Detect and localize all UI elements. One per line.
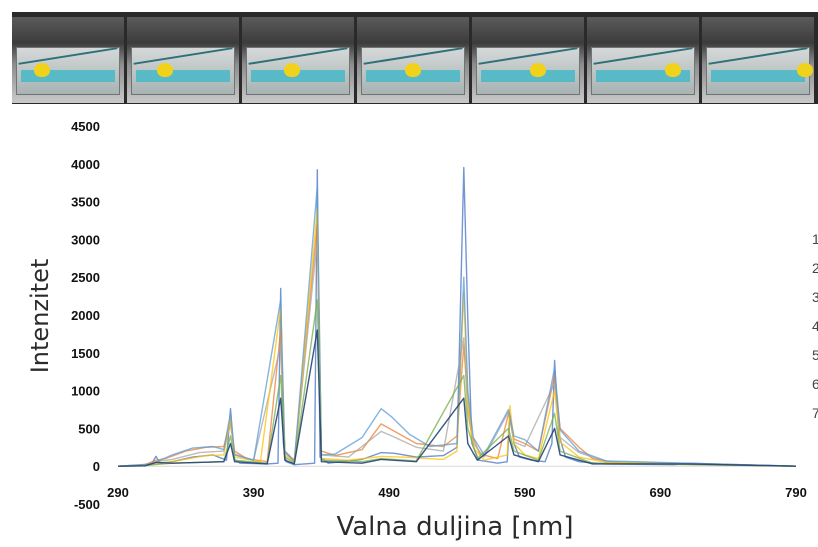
video-frame [12, 17, 124, 103]
y-axis-ticks: 4500 4000 3500 3000 2500 2000 1500 1000 500 0 -500 [71, 119, 100, 512]
duck-image [157, 63, 173, 77]
x-tick-label: 490 [378, 485, 400, 500]
video-frame [587, 17, 699, 103]
video-frame-strip [12, 12, 818, 104]
duck-image [530, 63, 546, 77]
series-layer [117, 166, 797, 467]
water-image [711, 70, 805, 82]
duck-image [34, 63, 50, 77]
legend-mark: 3 [812, 289, 818, 305]
water-image [251, 70, 345, 82]
x-axis-title: Valna duljina [nm] [336, 512, 573, 542]
y-tick-label: 1500 [71, 346, 100, 361]
duck-image [405, 63, 421, 77]
y-tick-label: 4000 [71, 157, 100, 172]
video-frame [242, 17, 354, 103]
legend-mark: 6 [812, 376, 818, 392]
x-tick-label: 790 [785, 485, 807, 500]
legend-mark: 5 [812, 347, 818, 363]
y-tick-label: 4500 [71, 119, 100, 134]
legend-mark: 4 [812, 318, 818, 334]
x-tick-label: 390 [243, 485, 265, 500]
legend-mark: 1 [812, 231, 818, 247]
video-frame [472, 17, 584, 103]
legend-marks: 1 2 3 4 5 6 7 [812, 231, 818, 421]
y-tick-label: -500 [74, 497, 100, 512]
video-frame [702, 17, 814, 103]
x-axis-ticks: 290 390 490 590 690 790 [107, 485, 807, 500]
y-tick-label: 500 [78, 421, 100, 436]
y-tick-label: 3500 [71, 195, 100, 210]
x-tick-label: 290 [107, 485, 129, 500]
series-line [117, 329, 797, 467]
tank-image [16, 47, 120, 95]
y-tick-label: 3000 [71, 232, 100, 247]
y-tick-label: 2000 [71, 308, 100, 323]
duck-image [284, 63, 300, 77]
duck-image [665, 63, 681, 77]
duck-image [797, 63, 813, 77]
y-tick-label: 1000 [71, 384, 100, 399]
x-tick-label: 590 [514, 485, 536, 500]
tank-image [476, 47, 580, 95]
series-line [117, 185, 797, 467]
y-tick-label: 2500 [71, 270, 100, 285]
legend-mark: 2 [812, 260, 818, 276]
x-tick-label: 690 [650, 485, 672, 500]
video-frame [357, 17, 469, 103]
legend-mark: 7 [812, 405, 818, 421]
series-line [117, 166, 797, 467]
water-image [481, 70, 575, 82]
y-axis-title: Intenzitet [26, 259, 54, 374]
video-frame [127, 17, 239, 103]
y-tick-label: 0 [93, 459, 100, 474]
